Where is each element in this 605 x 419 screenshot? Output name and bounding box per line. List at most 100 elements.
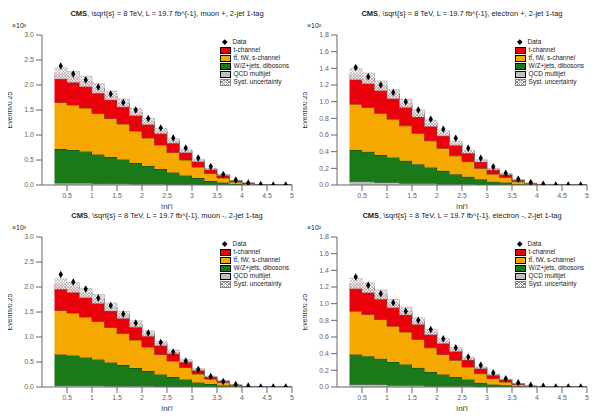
svg-text:0.5: 0.5	[62, 394, 72, 401]
svg-text:3.5: 3.5	[507, 394, 517, 401]
svg-text:4.5: 4.5	[557, 192, 567, 199]
svg-text:0.5: 0.5	[62, 192, 72, 199]
svg-text:0.6: 0.6	[319, 333, 329, 340]
svg-text:4: 4	[535, 394, 539, 401]
svg-text:0.2: 0.2	[319, 165, 329, 172]
html-text:Syst. uncertainty: Syst. uncertainty	[528, 78, 577, 85]
html-text:Data: Data	[527, 38, 542, 45]
svg-text:|ηj′|: |ηj′|	[161, 202, 173, 209]
svg-text:3: 3	[485, 394, 489, 401]
svg-text:0.0: 0.0	[319, 383, 329, 390]
svg-text:4.5: 4.5	[262, 394, 272, 401]
svg-text:1.5: 1.5	[407, 394, 417, 401]
svg-text:1.0: 1.0	[24, 131, 34, 138]
svg-text:1.5: 1.5	[24, 106, 34, 113]
svg-text:2.5: 2.5	[457, 394, 467, 401]
svg-text:1.6: 1.6	[319, 250, 329, 257]
html-text:×10³: ×10³	[12, 22, 27, 29]
html-text:Syst. uncertainty: Syst. uncertainty	[233, 78, 282, 85]
svg-text:Events/0.25: Events/0.25	[8, 293, 13, 330]
svg-text:4: 4	[535, 192, 539, 199]
svg-text:3.5: 3.5	[507, 192, 517, 199]
svg-text:1.5: 1.5	[112, 192, 122, 199]
html-text:QCD multijet: QCD multijet	[233, 70, 271, 77]
html-text:t-channel: t-channel	[233, 46, 261, 53]
svg-text:1.8: 1.8	[319, 233, 329, 240]
svg-text:3: 3	[485, 192, 489, 199]
svg-text:3.5: 3.5	[212, 192, 222, 199]
svg-text:|ηj′|: |ηj′|	[456, 404, 468, 411]
html-text:W/Z+jets, dibosons: W/Z+jets, dibosons	[233, 62, 289, 69]
html-text:t-channel: t-channel	[528, 46, 556, 53]
svg-text:1.5: 1.5	[24, 308, 34, 315]
svg-text:3: 3	[190, 192, 194, 199]
svg-text:1.2: 1.2	[319, 283, 329, 290]
svg-text:1.5: 1.5	[112, 394, 122, 401]
svg-text:3: 3	[190, 394, 194, 401]
html-text:W/Z+jets, dibosons: W/Z+jets, dibosons	[528, 62, 584, 69]
svg-text:1.0: 1.0	[319, 98, 329, 105]
svg-text:0.0: 0.0	[24, 181, 34, 188]
svg-text:3.0: 3.0	[24, 233, 34, 240]
svg-text:Events/0.25: Events/0.25	[8, 91, 13, 128]
svg-text:1: 1	[90, 192, 94, 199]
svg-text:2.5: 2.5	[24, 258, 34, 265]
svg-text:1: 1	[385, 192, 389, 199]
svg-text:2.0: 2.0	[24, 283, 34, 290]
svg-text:0.0: 0.0	[319, 181, 329, 188]
svg-text:2: 2	[140, 192, 144, 199]
svg-text:4: 4	[240, 192, 244, 199]
svg-text:2.5: 2.5	[457, 192, 467, 199]
svg-text:5: 5	[290, 394, 294, 401]
svg-text:1: 1	[90, 394, 94, 401]
html-text:CMS, \sqrt{s} = 8 TeV, L = 19.: CMS, \sqrt{s} = 8 TeV, L = 19.7 fb^{-1},…	[361, 9, 563, 18]
svg-text:0.8: 0.8	[319, 115, 329, 122]
svg-text:Events/0.25: Events/0.25	[303, 293, 308, 330]
svg-text:3.5: 3.5	[212, 394, 222, 401]
html-text:tt̄, tW, s-channel: tt̄, tW, s-channel	[233, 54, 281, 61]
svg-text:5: 5	[585, 394, 589, 401]
svg-text:0.5: 0.5	[357, 192, 367, 199]
svg-text:2.0: 2.0	[24, 81, 34, 88]
svg-text:0.4: 0.4	[319, 350, 329, 357]
svg-text:0.2: 0.2	[319, 367, 329, 374]
html-text:CMS, \sqrt{s} = 8 TeV, L = 19.: CMS, \sqrt{s} = 8 TeV, L = 19.7 fb^{-1},…	[70, 9, 264, 18]
svg-text:Events/0.25: Events/0.25	[303, 91, 308, 128]
html-text:QCD multijet: QCD multijet	[528, 70, 566, 77]
svg-text:4.5: 4.5	[557, 394, 567, 401]
svg-text:0.5: 0.5	[24, 358, 34, 365]
svg-text:5: 5	[585, 192, 589, 199]
svg-text:1.4: 1.4	[319, 267, 329, 274]
svg-text:1.0: 1.0	[24, 333, 34, 340]
svg-text:0.5: 0.5	[24, 156, 34, 163]
svg-text:1.6: 1.6	[319, 48, 329, 55]
svg-text:|ηj′|: |ηj′|	[456, 202, 468, 209]
svg-text:2: 2	[140, 394, 144, 401]
svg-text:4: 4	[240, 394, 244, 401]
svg-text:1.5: 1.5	[407, 192, 417, 199]
svg-text:3.0: 3.0	[24, 31, 34, 38]
svg-text:0.6: 0.6	[319, 131, 329, 138]
svg-text:1.0: 1.0	[319, 300, 329, 307]
html-text:CMS, \sqrt{s} = 8 TeV, L = 19.: CMS, \sqrt{s} = 8 TeV, L = 19.7 fb^{-1},…	[362, 211, 562, 220]
html-text:tt̄, tW, s-channel: tt̄, tW, s-channel	[528, 54, 576, 61]
svg-text:0.5: 0.5	[357, 394, 367, 401]
svg-text:2: 2	[435, 394, 439, 401]
html-text:×10²: ×10²	[307, 22, 322, 29]
svg-text:4.5: 4.5	[262, 192, 272, 199]
html-text:Data: Data	[232, 38, 247, 45]
html-text:CMS, \sqrt{s} = 8 TeV, L = 19.: CMS, \sqrt{s} = 8 TeV, L = 19.7 fb^{-1},…	[71, 211, 263, 220]
svg-text:2.5: 2.5	[24, 56, 34, 63]
svg-text:1.2: 1.2	[319, 81, 329, 88]
svg-text:2.5: 2.5	[162, 394, 172, 401]
svg-text:0.8: 0.8	[319, 317, 329, 324]
svg-text:1: 1	[385, 394, 389, 401]
svg-text:1.8: 1.8	[319, 31, 329, 38]
svg-text:|ηj′|: |ηj′|	[161, 404, 173, 411]
svg-text:1.4: 1.4	[319, 65, 329, 72]
svg-text:2: 2	[435, 192, 439, 199]
svg-text:5: 5	[290, 192, 294, 199]
svg-text:0.0: 0.0	[24, 383, 34, 390]
svg-text:0.4: 0.4	[319, 148, 329, 155]
svg-text:2.5: 2.5	[162, 192, 172, 199]
